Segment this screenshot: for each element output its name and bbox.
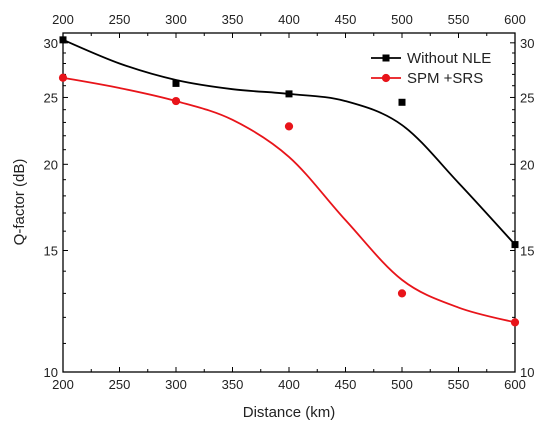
y-tick-label-right: 15 [520, 244, 534, 259]
data-point-series-1 [397, 289, 407, 298]
y-axis-label: Q-factor (dB) [11, 159, 28, 246]
data-point-series-0 [172, 79, 180, 87]
legend-label-1: SPM +SRS [407, 70, 483, 87]
data-point-series-1 [58, 73, 68, 82]
y-tick-label-right: 30 [520, 36, 534, 51]
x-tick-label-bottom: 250 [109, 377, 131, 392]
axis-ticks: 200 200 250 250 300 300 350 350 400 400 450 450 500 5… [44, 12, 535, 392]
fit-curves [62, 39, 516, 324]
x-tick-label-top: 300 [165, 12, 187, 27]
x-tick-label-top: 200 [52, 12, 74, 27]
x-tick-label-bottom: 600 [504, 377, 526, 392]
y-tick-label-right: 20 [520, 157, 534, 172]
x-tick-label-top: 450 [335, 12, 357, 27]
x-tick-label-top: 550 [448, 12, 470, 27]
data-point-series-1 [284, 122, 294, 131]
x-tick-label-bottom: 500 [391, 377, 413, 392]
y-tick-label-right: 10 [520, 365, 534, 380]
x-tick-label-bottom: 200 [52, 377, 74, 392]
data-markers [58, 36, 520, 327]
y-tick-label-right: 25 [520, 90, 534, 105]
x-axis-label: Distance (km) [243, 404, 336, 421]
x-tick-label-bottom: 350 [222, 377, 244, 392]
legend-marker-1 [381, 73, 391, 83]
y-tick-label-left: 25 [44, 90, 58, 105]
x-tick-label-top: 350 [222, 12, 244, 27]
x-tick-label-bottom: 400 [278, 377, 300, 392]
legend-marker-0 [382, 54, 390, 62]
x-tick-label-top: 500 [391, 12, 413, 27]
legend: Without NLE SPM +SRS [371, 50, 491, 87]
x-tick-label-bottom: 300 [165, 377, 187, 392]
data-point-series-0 [398, 98, 406, 106]
x-tick-label-top: 400 [278, 12, 300, 27]
legend-label-0: Without NLE [407, 50, 491, 67]
x-tick-label-bottom: 550 [448, 377, 470, 392]
data-point-series-1 [171, 96, 181, 106]
x-tick-label-bottom: 450 [335, 377, 357, 392]
data-point-series-0 [511, 241, 519, 249]
data-point-series-1 [510, 318, 520, 327]
series-line-1 [62, 76, 516, 324]
x-tick-label-top: 600 [504, 12, 526, 27]
y-tick-label-left: 20 [44, 157, 58, 172]
data-point-series-0 [59, 36, 67, 44]
y-tick-label-left: 30 [44, 36, 58, 51]
data-point-series-0 [285, 90, 293, 98]
y-tick-label-left: 15 [44, 244, 58, 259]
y-tick-label-left: 10 [44, 365, 58, 380]
x-tick-label-top: 250 [109, 12, 131, 27]
series-line-0 [62, 39, 516, 246]
